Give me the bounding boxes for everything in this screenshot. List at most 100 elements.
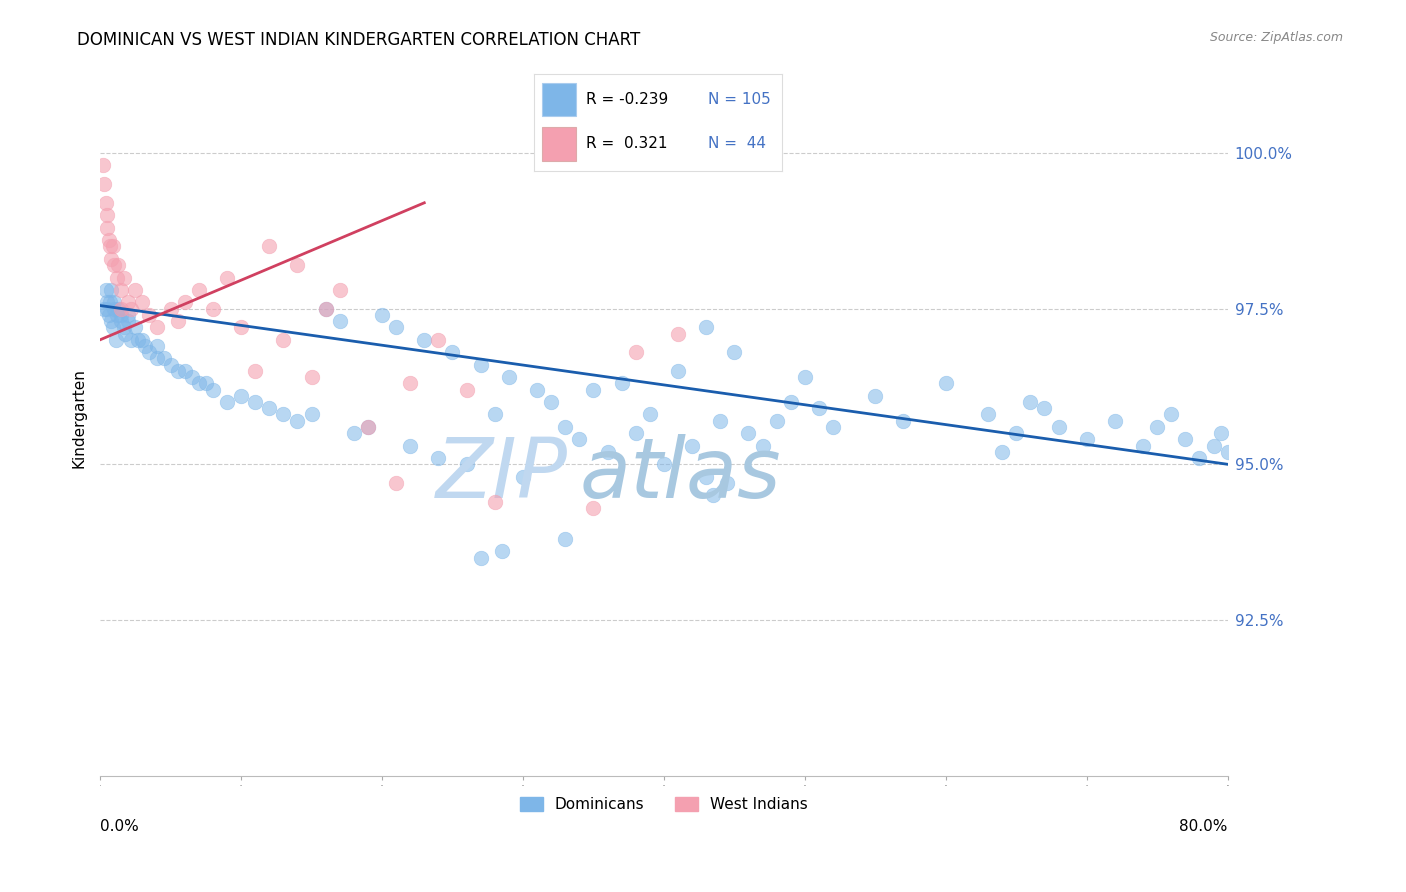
- Point: [145, 351, 167, 366]
- Point: [112, 320, 135, 334]
- Point: [273, 408, 295, 422]
- Point: [413, 333, 436, 347]
- Point: [1005, 426, 1028, 441]
- Point: [98, 295, 121, 310]
- Text: ZIP: ZIP: [436, 434, 568, 516]
- Point: [1209, 426, 1232, 441]
- Point: [695, 320, 717, 334]
- Point: [793, 370, 815, 384]
- Point: [194, 376, 217, 391]
- Point: [329, 314, 352, 328]
- Legend: Dominicans, West Indians: Dominicans, West Indians: [513, 791, 814, 818]
- Point: [180, 370, 202, 384]
- Point: [666, 364, 689, 378]
- Point: [385, 475, 408, 490]
- Point: [427, 333, 450, 347]
- Point: [93, 177, 115, 191]
- Point: [93, 301, 115, 316]
- Point: [315, 301, 337, 316]
- Point: [1047, 420, 1070, 434]
- Point: [107, 301, 129, 316]
- Point: [101, 239, 124, 253]
- Text: Source: ZipAtlas.com: Source: ZipAtlas.com: [1209, 31, 1343, 45]
- Point: [100, 314, 122, 328]
- Point: [112, 270, 135, 285]
- Point: [399, 439, 422, 453]
- Point: [456, 458, 478, 472]
- Point: [105, 270, 128, 285]
- Point: [159, 358, 181, 372]
- Point: [138, 308, 160, 322]
- Point: [371, 308, 394, 322]
- Text: 80.0%: 80.0%: [1180, 819, 1227, 834]
- Text: DOMINICAN VS WEST INDIAN KINDERGARTEN CORRELATION CHART: DOMINICAN VS WEST INDIAN KINDERGARTEN CO…: [77, 31, 641, 49]
- Point: [107, 258, 129, 272]
- Point: [114, 326, 136, 341]
- Point: [301, 370, 323, 384]
- Point: [215, 270, 238, 285]
- Point: [287, 414, 309, 428]
- Point: [1174, 433, 1197, 447]
- Point: [568, 433, 591, 447]
- Point: [96, 208, 118, 222]
- Point: [273, 333, 295, 347]
- Point: [96, 220, 118, 235]
- Point: [105, 308, 128, 322]
- Point: [120, 301, 142, 316]
- Point: [1033, 401, 1056, 416]
- Point: [498, 370, 520, 384]
- Point: [124, 283, 146, 297]
- Point: [582, 500, 605, 515]
- Point: [624, 345, 647, 359]
- Point: [120, 333, 142, 347]
- Point: [229, 320, 252, 334]
- Point: [110, 283, 132, 297]
- Y-axis label: Kindergarten: Kindergarten: [72, 368, 86, 467]
- Point: [357, 420, 380, 434]
- Point: [638, 408, 661, 422]
- Text: atlas: atlas: [579, 434, 780, 516]
- Point: [357, 420, 380, 434]
- Point: [134, 339, 156, 353]
- Point: [110, 301, 132, 316]
- Point: [103, 258, 125, 272]
- Point: [681, 439, 703, 453]
- Point: [610, 376, 633, 391]
- Point: [124, 320, 146, 334]
- Point: [110, 314, 132, 328]
- Point: [243, 364, 266, 378]
- Point: [187, 376, 209, 391]
- Point: [131, 333, 153, 347]
- Point: [1188, 451, 1211, 466]
- Point: [484, 494, 506, 508]
- Point: [152, 351, 174, 366]
- Point: [229, 389, 252, 403]
- Point: [709, 414, 731, 428]
- Point: [94, 195, 117, 210]
- Point: [596, 445, 619, 459]
- Point: [624, 426, 647, 441]
- Point: [702, 488, 724, 502]
- Point: [145, 339, 167, 353]
- Point: [441, 345, 464, 359]
- Point: [91, 158, 114, 172]
- Point: [201, 383, 224, 397]
- Point: [159, 301, 181, 316]
- Point: [100, 252, 122, 266]
- Point: [582, 383, 605, 397]
- Point: [977, 408, 1000, 422]
- Point: [1019, 395, 1042, 409]
- Point: [821, 420, 844, 434]
- Point: [117, 295, 139, 310]
- Point: [526, 383, 548, 397]
- Point: [315, 301, 337, 316]
- Point: [666, 326, 689, 341]
- Point: [127, 333, 149, 347]
- Point: [484, 408, 506, 422]
- Point: [98, 239, 121, 253]
- Point: [456, 383, 478, 397]
- Point: [865, 389, 887, 403]
- Point: [512, 469, 534, 483]
- Point: [399, 376, 422, 391]
- Point: [103, 295, 125, 310]
